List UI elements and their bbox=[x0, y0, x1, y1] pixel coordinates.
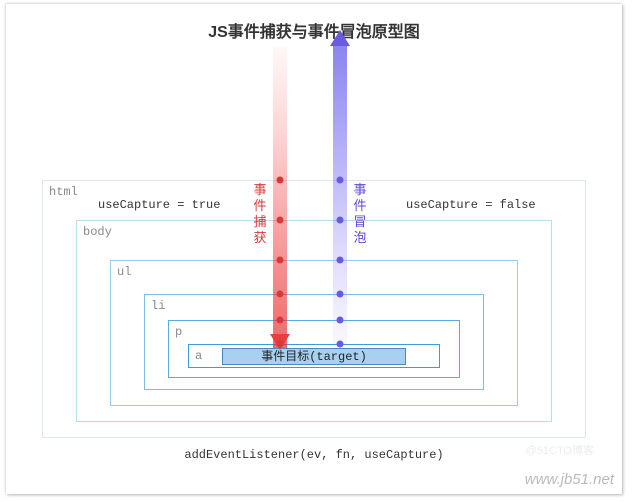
capture-arrow-shaft bbox=[273, 46, 287, 348]
bubble-vertical-label: 事件冒泡 bbox=[352, 182, 368, 246]
diagram-title: JS事件捕获与事件冒泡原型图 bbox=[6, 18, 622, 42]
caption-usecapture-false: useCapture = false bbox=[406, 198, 536, 212]
bubble-dot bbox=[337, 291, 344, 298]
box-a-label: a bbox=[195, 349, 202, 363]
capture-dot bbox=[277, 317, 284, 324]
capture-dot bbox=[277, 257, 284, 264]
watermark-51cto: @51CTO博客 bbox=[526, 442, 594, 458]
bubble-dot bbox=[337, 341, 344, 348]
watermark-jb51: www.jb51.net bbox=[525, 471, 614, 488]
bubble-arrow-head bbox=[330, 30, 350, 46]
caption-addeventlistener: addEventListener(ev, fn, useCapture) bbox=[42, 448, 586, 462]
capture-dot bbox=[277, 291, 284, 298]
capture-dot bbox=[277, 177, 284, 184]
event-target-box: 事件目标(target) bbox=[222, 348, 406, 365]
box-li-label: li bbox=[151, 299, 165, 313]
caption-usecapture-true: useCapture = true bbox=[98, 198, 220, 212]
bubble-dot bbox=[337, 257, 344, 264]
bubble-dot bbox=[337, 317, 344, 324]
bubble-arrow bbox=[333, 44, 347, 348]
capture-dot bbox=[277, 217, 284, 224]
diagram-canvas: JS事件捕获与事件冒泡原型图 html body ul li p a 事件目标(… bbox=[6, 4, 622, 494]
bubble-dot bbox=[337, 217, 344, 224]
box-body-label: body bbox=[83, 225, 112, 239]
bubble-dot bbox=[337, 177, 344, 184]
box-ul-label: ul bbox=[117, 265, 131, 279]
box-p-label: p bbox=[175, 325, 182, 339]
bubble-arrow-shaft bbox=[333, 44, 347, 348]
capture-dot bbox=[277, 341, 284, 348]
box-html-label: html bbox=[49, 185, 78, 199]
capture-arrow bbox=[273, 46, 287, 348]
capture-vertical-label: 事件捕获 bbox=[252, 182, 268, 246]
